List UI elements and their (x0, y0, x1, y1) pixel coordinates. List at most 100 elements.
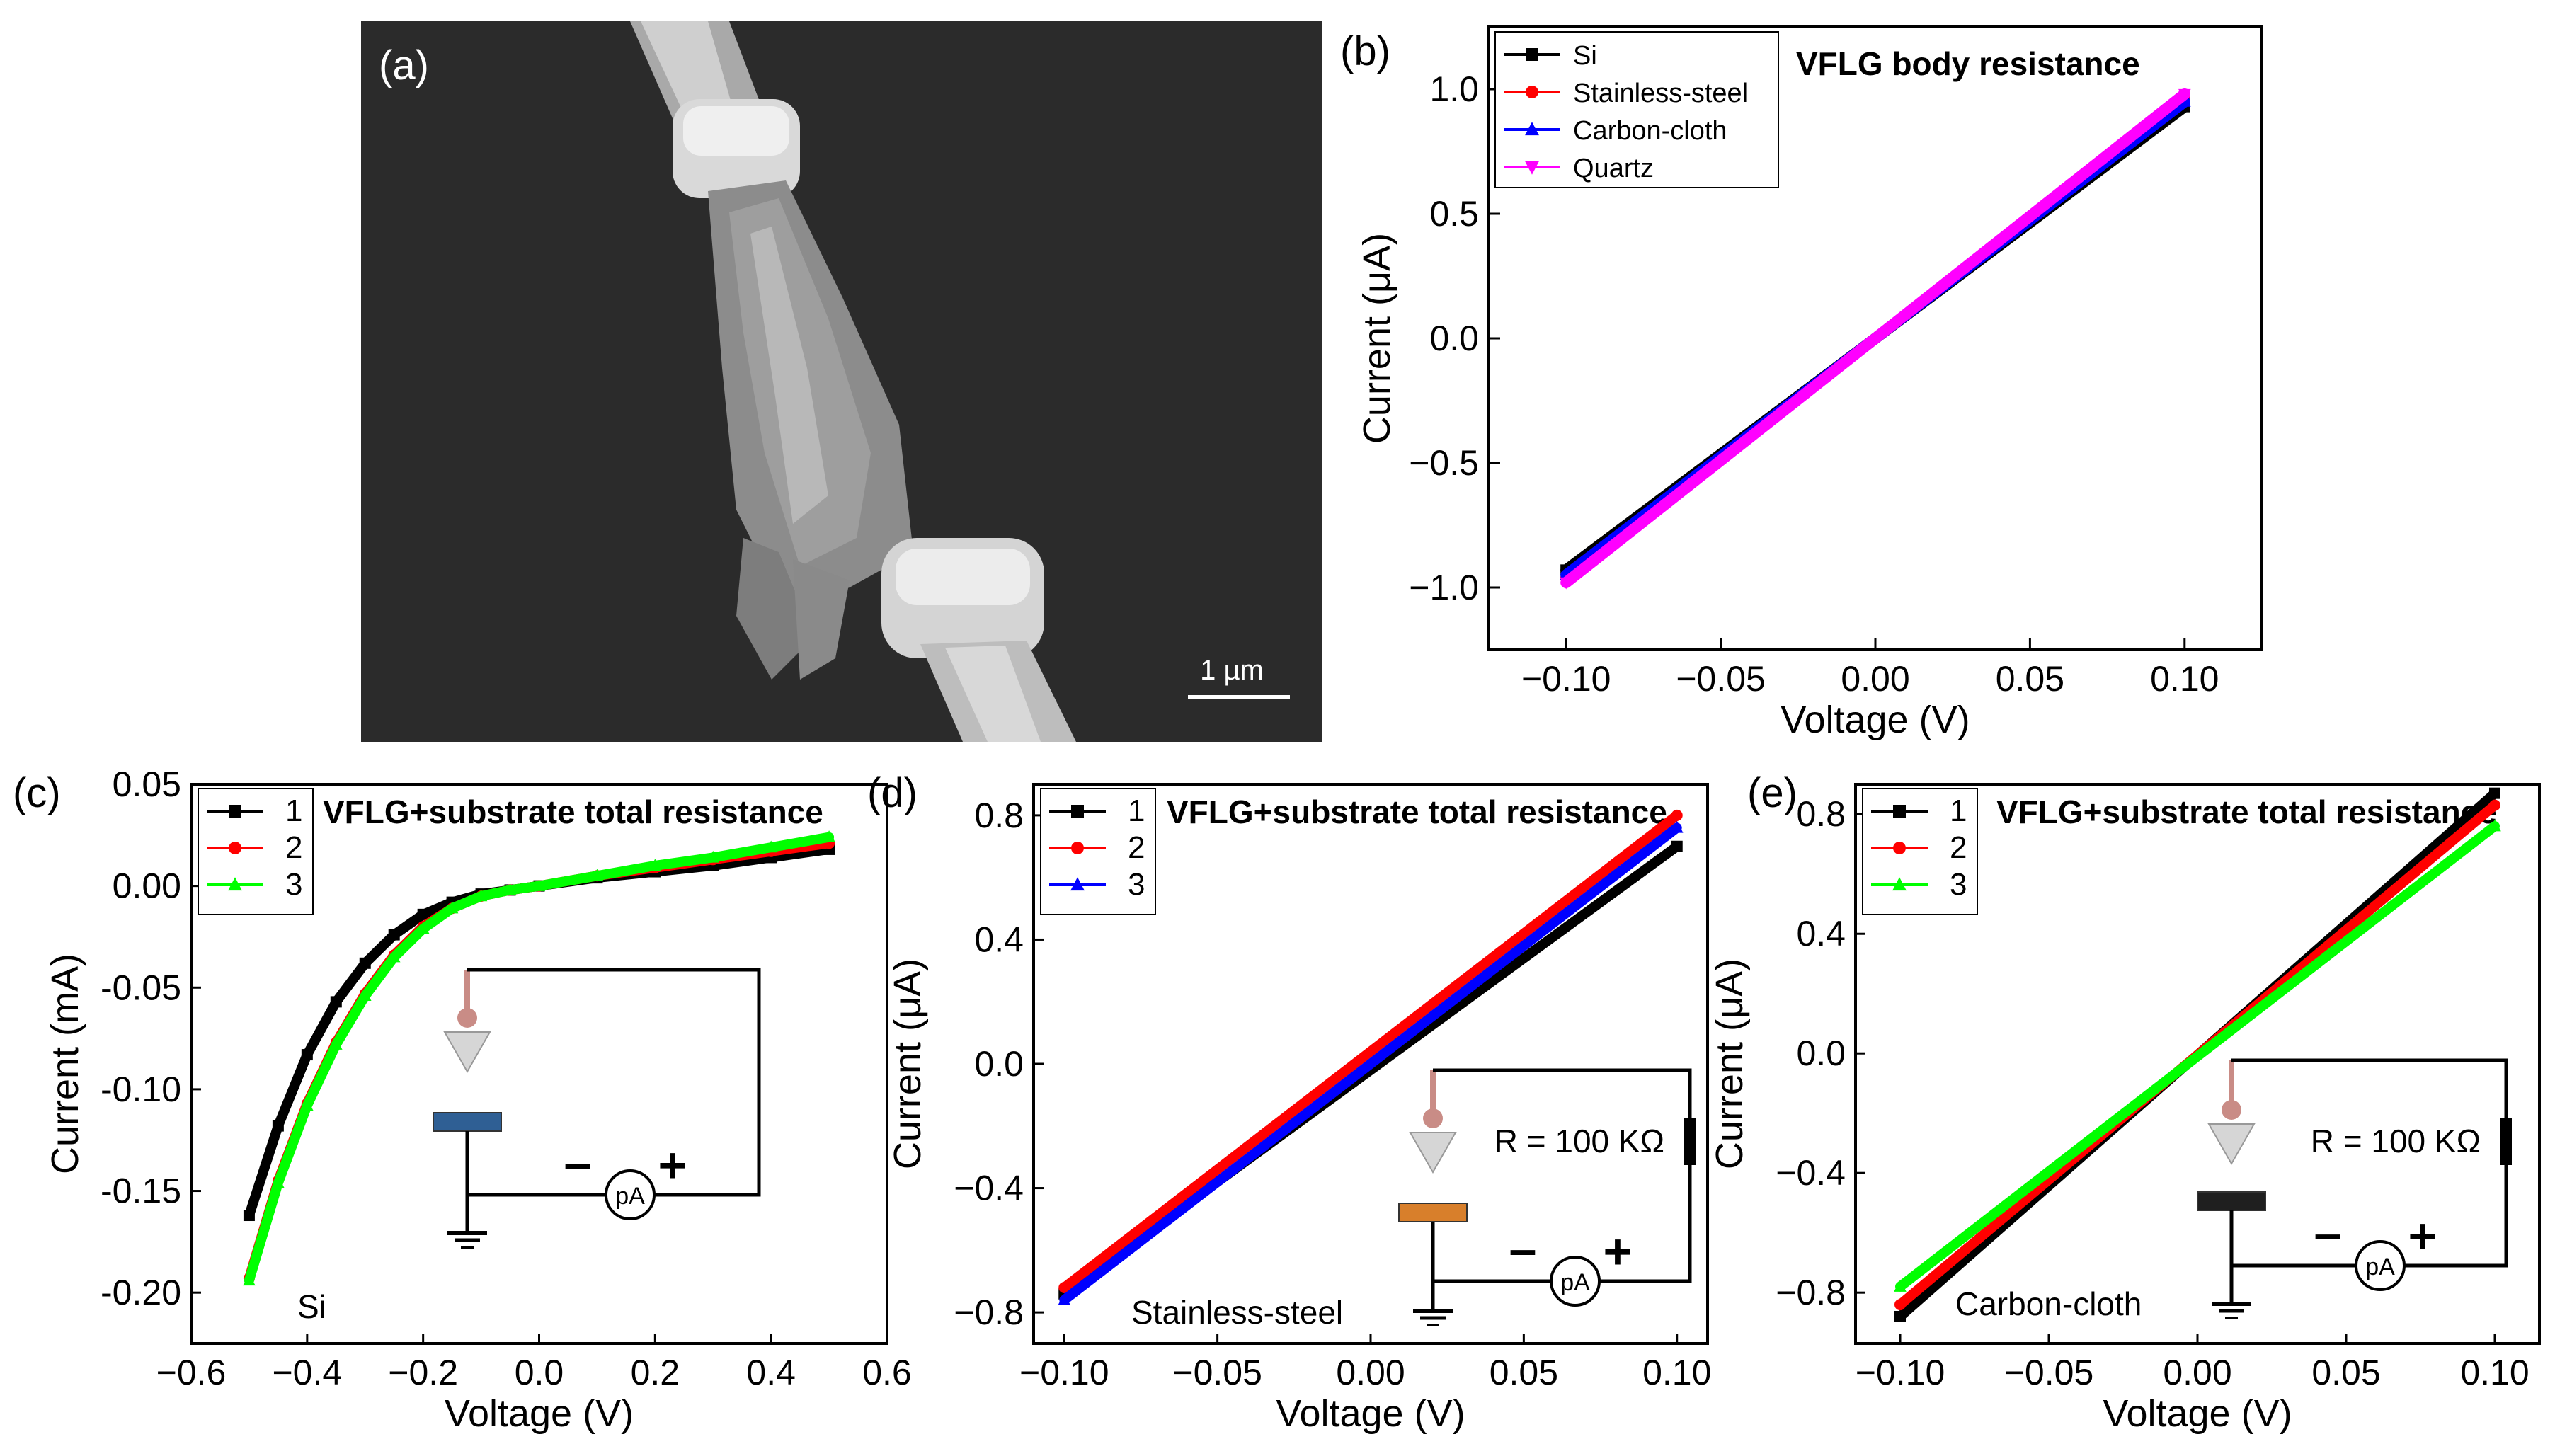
data-point (1670, 820, 1684, 833)
x-axis-label: Voltage (V) (1276, 1392, 1465, 1435)
data-point (707, 850, 720, 863)
y-tick-label: -0.15 (101, 1171, 181, 1211)
x-tick-label: −0.2 (388, 1353, 458, 1392)
y-tick-label: 0.8 (974, 796, 1024, 835)
chart-title: VFLG+substrate total resistance (1996, 793, 2497, 830)
y-tick-label: −0.4 (954, 1169, 1024, 1208)
series-line (1059, 810, 1682, 1292)
data-point (272, 1176, 285, 1188)
series-line (244, 844, 835, 1220)
legend-entry: Si (1573, 41, 1597, 71)
y-tick-label: 0.0 (974, 1044, 1024, 1084)
x-tick-label: −0.05 (2004, 1353, 2094, 1392)
ammeter-icon (605, 1169, 656, 1220)
y-tick-label: 0.00 (113, 866, 181, 906)
series-line (244, 838, 835, 1284)
data-point (765, 840, 777, 853)
minus-sign: – (1509, 1221, 1537, 1276)
x-tick-label: 0.05 (1490, 1353, 1558, 1392)
x-tick-label: −0.4 (272, 1353, 342, 1392)
y-tick-label: 0.0 (1796, 1033, 1846, 1073)
plus-sign: + (1604, 1224, 1633, 1279)
chart-title: VFLG+substrate total resistance (323, 793, 823, 830)
series-line (1560, 88, 2190, 588)
circuit-inset-c: pA– + Si (297, 968, 761, 1325)
legend-entry: 2 (285, 830, 302, 865)
panel-c: −0.6 −0.4 −0.2 0.0 0.2 0.4 0.6 -0.20 -0.15 -0.10 -… (13, 764, 912, 1435)
series-1 (243, 843, 835, 1222)
data-point (2488, 819, 2501, 832)
legend-entry: 1 (1950, 793, 1967, 828)
data-point (1894, 1299, 1906, 1311)
ammeter-label: pA (1560, 1269, 1590, 1296)
x-tick-label: 0.00 (1841, 659, 1909, 699)
ammeter-icon (1550, 1256, 1601, 1307)
data-point (243, 1210, 255, 1222)
data-point (1058, 1292, 1071, 1305)
substrate-label: Si (297, 1288, 326, 1325)
x-axis-label: Voltage (V) (2103, 1392, 2292, 1435)
data-point (1058, 1282, 1070, 1293)
y-tick-label: −0.8 (954, 1292, 1024, 1332)
scale-bar-label: 1 µm (1200, 655, 1264, 686)
data-point (2489, 787, 2500, 799)
panel-label-b: (b) (1340, 28, 1390, 74)
legend-box (1494, 31, 1779, 188)
series-quartz (1560, 88, 2191, 590)
x-tick-label: 0.10 (2460, 1353, 2529, 1392)
legend: 123 (198, 788, 314, 915)
panel-label-c: (c) (13, 770, 61, 816)
y-tick-label: 0.4 (974, 919, 1024, 959)
data-point (474, 889, 488, 902)
y-tick-label: 1.0 (1429, 69, 1479, 109)
x-tick-label: 0.05 (1996, 659, 2064, 699)
series-3 (1894, 819, 2501, 1292)
chart-title: VFLG body resistance (1796, 45, 2140, 82)
y-tick-label: 0.4 (1796, 914, 1846, 953)
probe-tip (1423, 1108, 1443, 1128)
y-axis-label: Current (μA) (1708, 958, 1751, 1169)
legend-box (198, 788, 314, 915)
series-3 (1058, 820, 1684, 1305)
data-point (358, 989, 372, 1001)
x-tick-label: −0.05 (1676, 659, 1766, 699)
ammeter-label: pA (2365, 1254, 2395, 1280)
x-axis-label: Voltage (V) (1781, 699, 1970, 741)
legend-marker (1525, 161, 1539, 175)
minus-sign: – (564, 1135, 592, 1190)
y-axis-label: Current (μA) (886, 958, 929, 1169)
series-line (1895, 821, 2500, 1292)
legend-marker (1892, 877, 1907, 891)
legend-entry: 1 (285, 793, 302, 828)
data-point (532, 879, 546, 891)
legend-entry: Stainless-steel (1573, 79, 1748, 108)
data-point (359, 957, 371, 969)
legend-entry: 3 (1950, 867, 1967, 902)
probe-tip (2222, 1100, 2241, 1120)
series-2 (1058, 809, 1683, 1293)
y-tick-label: −0.4 (1776, 1153, 1846, 1193)
y-tick-label: −0.8 (1776, 1273, 1846, 1312)
data-point (445, 901, 459, 914)
sem-micrograph-image (630, 21, 1076, 742)
plus-sign: + (2408, 1208, 2437, 1263)
minus-sign: – (2314, 1205, 2342, 1261)
y-tick-label: 0.5 (1429, 194, 1479, 234)
x-tick-label: 0.10 (2150, 659, 2219, 699)
substrate-block (2197, 1191, 2266, 1211)
legend: 123 (1040, 788, 1156, 915)
resistor-label: R = 100 KΩ (2311, 1123, 2481, 1159)
data-point (823, 830, 835, 842)
chart-title: VFLG+substrate total resistance (1167, 793, 1667, 830)
y-tick-label: −1.0 (1409, 568, 1479, 607)
panel-e: −0.10 −0.05 0.00 0.05 0.10 −0.8 −0.4 0.0 0.4 0.8 V… (1708, 770, 2541, 1435)
circuit-wire (467, 968, 761, 1197)
x-tick-label: 0.4 (746, 1353, 796, 1392)
y-axis-label: Current (mA) (44, 953, 86, 1174)
probe-tip (457, 1008, 477, 1028)
x-tick-label: −0.05 (1172, 1353, 1262, 1392)
legend-entry: 3 (1128, 867, 1145, 902)
x-tick-label: 0.00 (2163, 1353, 2231, 1392)
y-axis-label: Current (μA) (1356, 233, 1398, 444)
x-tick-label: −0.10 (1521, 659, 1611, 699)
